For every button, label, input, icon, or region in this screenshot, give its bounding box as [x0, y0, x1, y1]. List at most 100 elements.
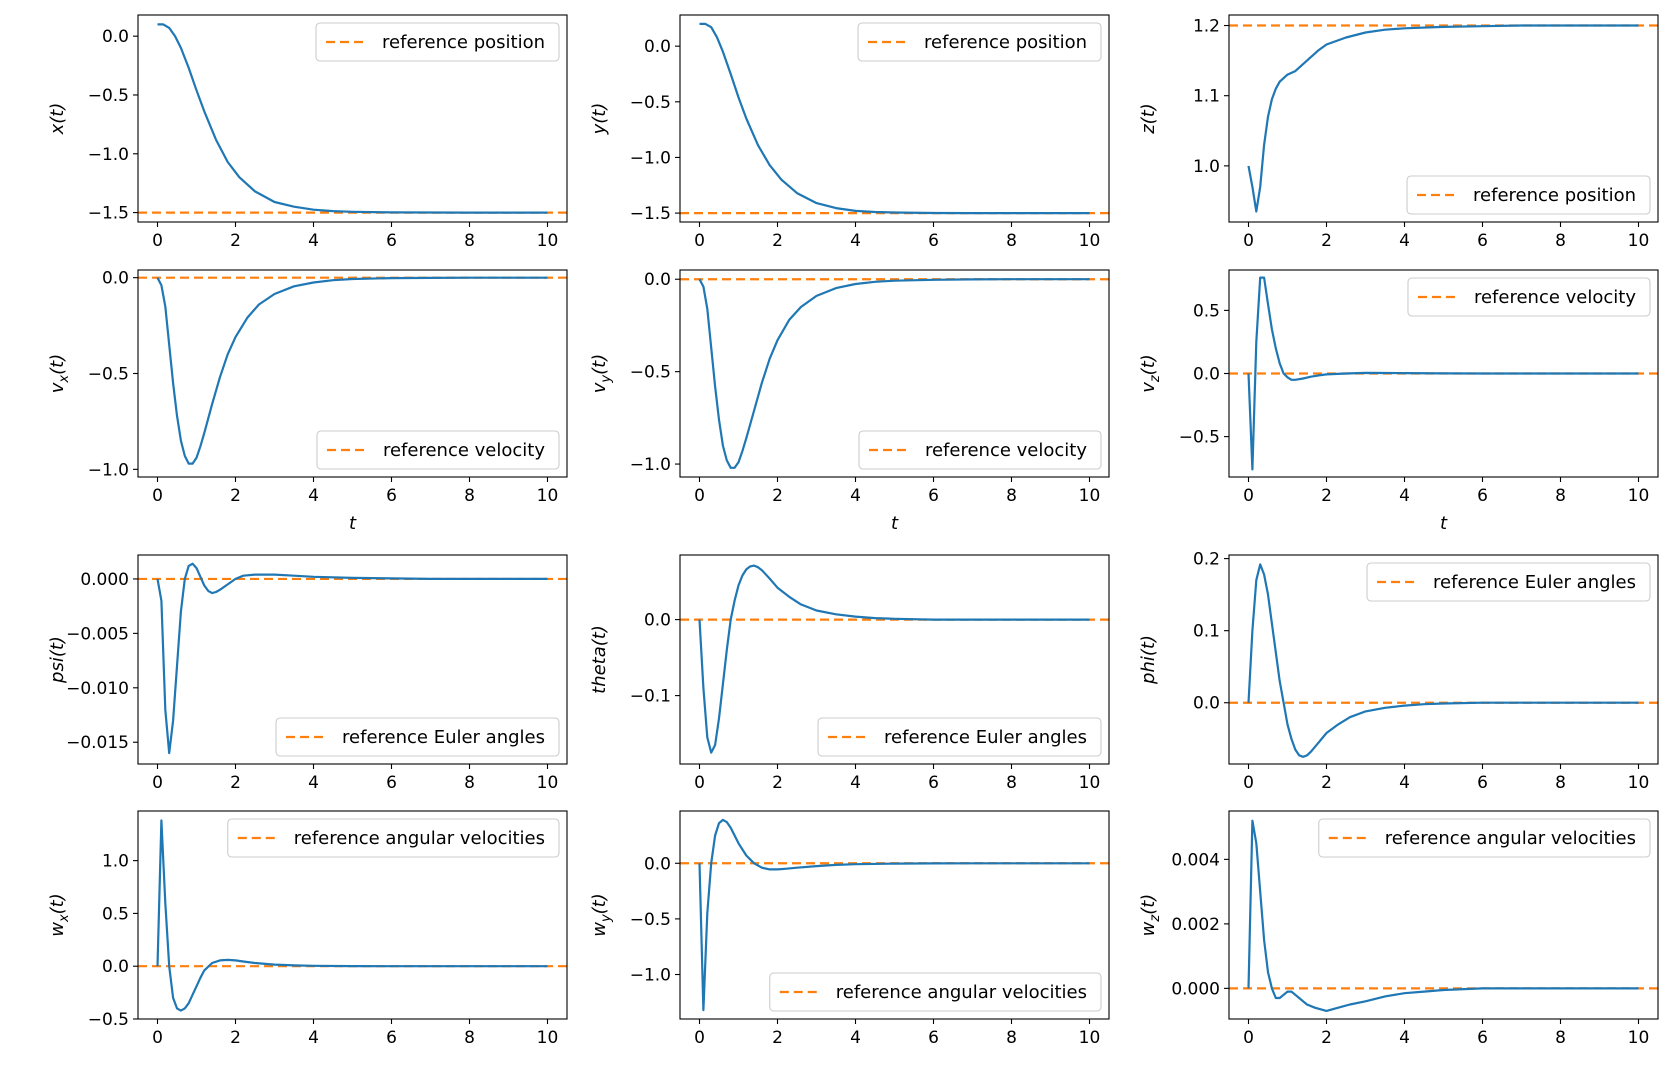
subplot-theta: 0 2 4 6 8 10 −0.1 0.0 theta(t) reference Euler an…	[589, 554, 1110, 793]
x-tick-label: 2	[772, 486, 783, 506]
x-tick-label: 6	[1477, 486, 1488, 506]
legend: reference angular velocities	[227, 818, 560, 858]
y-tick-label: −1.0	[630, 966, 671, 986]
y-tick-label: −0.5	[630, 363, 671, 383]
y-axis-label: vz(t)	[1138, 354, 1163, 393]
y-tick-label: −1.5	[630, 204, 671, 224]
legend-label: reference velocity	[1474, 287, 1636, 308]
y-tick-label: 0.000	[80, 570, 129, 590]
legend: reference position	[315, 22, 560, 62]
series-line	[698, 818, 1090, 1012]
y-axis-label: theta(t)	[589, 625, 610, 694]
x-tick-label: 10	[1079, 1028, 1101, 1048]
legend: reference velocity	[1407, 277, 1651, 317]
x-tick-label: 2	[230, 773, 241, 793]
x-tick-label: 0	[152, 1028, 163, 1048]
y-tick-label: −0.5	[630, 910, 671, 930]
subplot-wx: 0 2 4 6 8 10 −0.5 0.0 0.5 1.0 wx(t) reference angul…	[47, 810, 568, 1048]
legend: reference velocity	[316, 430, 560, 470]
subplot-vy: 0 2 4 6 8 10 −1.0 −0.5 0.0 vy(t) t reference veloci…	[589, 269, 1110, 534]
x-tick-label: 4	[1399, 231, 1410, 251]
x-tick-label: 4	[850, 773, 861, 793]
legend-label: reference angular velocities	[294, 828, 545, 849]
legend: reference Euler angles	[275, 717, 560, 757]
legend-box	[1407, 277, 1651, 317]
y-tick-label: 0.0	[644, 611, 671, 631]
y-axis-label: y(t)	[589, 103, 610, 136]
series-line	[699, 22, 1090, 215]
x-tick-label: 8	[1555, 231, 1566, 251]
x-tick-label: 2	[230, 231, 241, 251]
x-tick-label: 10	[537, 231, 559, 251]
x-tick-label: 0	[694, 1028, 705, 1048]
legend-label: reference position	[1473, 185, 1636, 206]
plot-frame	[679, 810, 1110, 1020]
x-tick-label: 4	[850, 486, 861, 506]
x-tick-label: 10	[1628, 486, 1650, 506]
y-tick-label: −0.5	[1179, 428, 1220, 448]
y-axis-label: z(t)	[1138, 103, 1159, 135]
series-line	[1247, 819, 1639, 1013]
plot-frame	[679, 269, 1110, 478]
legend-label: reference Euler angles	[342, 727, 545, 748]
plot-frame	[137, 14, 568, 223]
x-tick-label: 4	[1399, 486, 1410, 506]
subplot-z: 0 2 4 6 8 10 1.0 1.1 1.2 z(t) reference position	[1138, 14, 1659, 251]
subplot-psi: 0 2 4 6 8 10 −0.015 −0.010 −0.005 0.000 psi(t) refe…	[47, 554, 568, 793]
y-axis-label: wz(t)	[1138, 894, 1163, 937]
x-tick-label: 0	[152, 773, 163, 793]
subplot-wz: 0 2 4 6 8 10 0.000 0.002 0.004 wz(t) reference ang…	[1138, 810, 1659, 1048]
plot-frame	[137, 554, 568, 765]
x-tick-label: 2	[772, 1028, 783, 1048]
plot-frame	[679, 14, 1110, 223]
y-tick-label: 1.0	[1193, 157, 1220, 177]
x-tick-label: 4	[308, 1028, 319, 1048]
legend-label: reference velocity	[925, 440, 1087, 461]
x-tick-label: 8	[1006, 486, 1017, 506]
y-tick-label: 0.0	[1193, 365, 1220, 385]
legend-label: reference Euler angles	[884, 727, 1087, 748]
legend-box	[275, 717, 560, 757]
y-axis-label: phi(t)	[1138, 635, 1159, 685]
plot-frame	[1228, 14, 1659, 223]
y-tick-label: 1.0	[102, 852, 129, 872]
y-tick-label: −1.0	[630, 455, 671, 475]
legend: reference position	[1406, 175, 1651, 215]
x-tick-label: 8	[1006, 1028, 1017, 1048]
plot-frame	[679, 554, 1110, 765]
x-tick-label: 4	[308, 773, 319, 793]
series-line	[698, 278, 1090, 469]
subplot-y: 0 2 4 6 8 10 −1.5 −1.0 −0.5 0.0 y(t) reference posi…	[589, 14, 1110, 251]
x-tick-label: 6	[386, 1028, 397, 1048]
x-tick-label: 0	[694, 486, 705, 506]
legend-box	[857, 22, 1102, 62]
x-tick-label: 10	[1079, 231, 1101, 251]
legend-box	[227, 818, 560, 858]
x-tick-label: 8	[464, 1028, 475, 1048]
y-tick-label: 1.2	[1193, 17, 1220, 37]
y-tick-label: 1.1	[1193, 87, 1220, 107]
y-tick-label: 0.0	[644, 37, 671, 57]
x-tick-label: 0	[152, 486, 163, 506]
legend-box	[1318, 818, 1651, 858]
x-tick-label: 2	[230, 1028, 241, 1048]
x-tick-label: 8	[464, 231, 475, 251]
x-tick-label: 2	[1321, 231, 1332, 251]
legend-box	[316, 430, 560, 470]
y-axis-label: vx(t)	[47, 354, 72, 393]
x-tick-label: 10	[537, 1028, 559, 1048]
x-tick-label: 2	[1321, 773, 1332, 793]
x-tick-label: 10	[537, 486, 559, 506]
legend-label: reference velocity	[383, 440, 545, 461]
y-tick-label: 0.000	[1171, 979, 1220, 999]
y-tick-label: −0.5	[88, 1010, 129, 1030]
x-tick-label: 6	[1477, 231, 1488, 251]
y-tick-label: 0.0	[644, 270, 671, 290]
x-tick-label: 6	[1477, 1028, 1488, 1048]
series-line	[1247, 276, 1639, 471]
series-line	[1247, 24, 1639, 213]
x-tick-label: 6	[928, 231, 939, 251]
x-tick-label: 8	[1555, 1028, 1566, 1048]
legend: reference velocity	[858, 430, 1102, 470]
y-axis-label: wy(t)	[589, 893, 614, 937]
